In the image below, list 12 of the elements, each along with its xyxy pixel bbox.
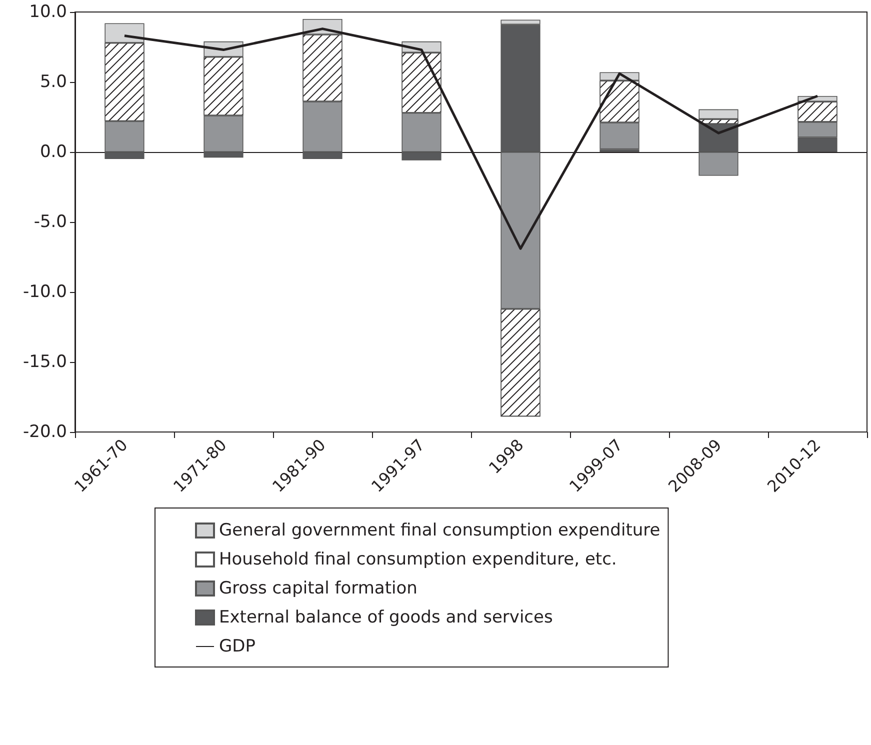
y-tick-label: -10.0 [23,282,67,302]
y-tick-label: -20.0 [23,422,67,442]
legend-label: External balance of goods and services [219,608,553,628]
y-tick-label: -15.0 [23,352,67,372]
legend-label: Gross capital formation [219,578,418,598]
legend-label: GDP [219,636,256,656]
legend-label: General government final consumption expenditure [219,520,660,540]
y-tick-label: -5.0 [34,212,67,232]
y-tick-label: 0.0 [40,142,67,162]
y-tick-label: 10.0 [29,2,67,22]
legend-label: Household final consumption expenditure, etc. [219,550,617,570]
y-tick-label: 5.0 [40,72,67,92]
